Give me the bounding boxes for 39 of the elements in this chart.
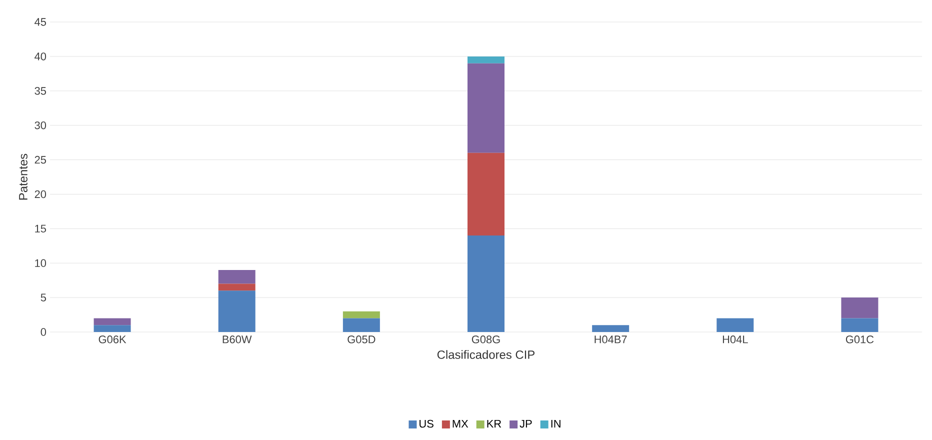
bar bbox=[218, 284, 256, 291]
bar bbox=[468, 152, 505, 236]
y-tick-label: 45 bbox=[34, 18, 46, 26]
legend-label: MX bbox=[452, 420, 468, 428]
legend-label: US bbox=[420, 420, 434, 428]
y-tick-label: 0 bbox=[40, 328, 46, 336]
bar bbox=[841, 298, 878, 318]
y-tick-label: 40 bbox=[34, 52, 46, 60]
y-tick-label: 35 bbox=[34, 87, 46, 95]
bar bbox=[468, 236, 505, 332]
legend-label: JP bbox=[520, 420, 532, 428]
x-tick-label: G08G bbox=[472, 336, 500, 344]
x-tick-label: B60W bbox=[222, 336, 252, 344]
x-tick-label: G05D bbox=[348, 336, 376, 344]
y-tick-label: 20 bbox=[34, 190, 46, 198]
y-tick-label: 5 bbox=[40, 294, 46, 302]
bar bbox=[592, 325, 630, 332]
bar bbox=[468, 56, 505, 64]
bar bbox=[342, 318, 380, 332]
y-tick-label: 15 bbox=[35, 224, 46, 232]
bar bbox=[716, 318, 754, 332]
x-tick-label: G01C bbox=[846, 336, 874, 344]
legend-label: IN bbox=[551, 420, 560, 428]
y-axis-title: Patentes bbox=[19, 154, 28, 200]
x-tick-label: G06K bbox=[98, 336, 126, 344]
x-tick-label: H04B7 bbox=[594, 336, 627, 344]
bar bbox=[94, 325, 131, 332]
bar bbox=[342, 311, 380, 318]
legend-label: KR bbox=[487, 420, 502, 428]
y-tick-label: 10 bbox=[35, 259, 46, 267]
x-tick-label: H04L bbox=[722, 336, 748, 344]
y-tick-label: 30 bbox=[34, 121, 46, 130]
bar bbox=[468, 63, 505, 153]
bar bbox=[218, 290, 256, 332]
bar bbox=[841, 318, 878, 332]
y-tick-label: 25 bbox=[34, 156, 46, 164]
bar bbox=[94, 318, 131, 326]
bar bbox=[218, 270, 256, 284]
x-axis-title: Clasificadores CIP bbox=[437, 350, 535, 359]
